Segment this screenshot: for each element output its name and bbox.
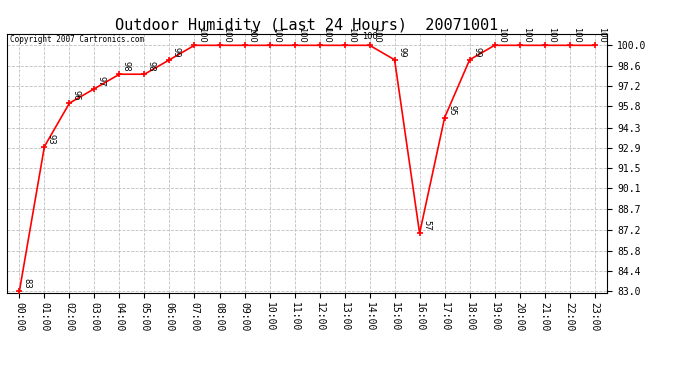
Text: 98: 98 xyxy=(147,62,156,72)
Text: 95: 95 xyxy=(447,105,456,116)
Text: 100: 100 xyxy=(347,27,356,43)
Text: 98: 98 xyxy=(122,62,131,72)
Text: 57: 57 xyxy=(422,220,431,231)
Text: 100: 100 xyxy=(322,27,331,43)
Text: 100: 100 xyxy=(497,27,506,43)
Text: 100: 100 xyxy=(522,27,531,43)
Text: 100: 100 xyxy=(372,27,381,43)
Text: 96: 96 xyxy=(72,90,81,101)
Text: 100: 100 xyxy=(547,27,556,43)
Text: 99: 99 xyxy=(397,47,406,58)
Text: 100: 100 xyxy=(197,27,206,43)
Text: 100: 100 xyxy=(272,27,281,43)
Text: 93: 93 xyxy=(47,134,56,144)
Text: 100: 100 xyxy=(247,27,256,43)
Text: 97: 97 xyxy=(97,76,106,87)
Text: 99: 99 xyxy=(472,47,481,58)
Title: Outdoor Humidity (Last 24 Hours)  20071001: Outdoor Humidity (Last 24 Hours) 2007100… xyxy=(115,18,499,33)
Text: 100: 100 xyxy=(572,27,581,43)
Text: Copyright 2007 Cartronics.com: Copyright 2007 Cartronics.com xyxy=(10,35,144,44)
Text: 99: 99 xyxy=(172,47,181,58)
Text: 83: 83 xyxy=(22,278,31,289)
Text: 100: 100 xyxy=(598,27,607,43)
Text: 100: 100 xyxy=(297,27,306,43)
Text: 100: 100 xyxy=(362,32,377,41)
Text: 100: 100 xyxy=(222,27,231,43)
